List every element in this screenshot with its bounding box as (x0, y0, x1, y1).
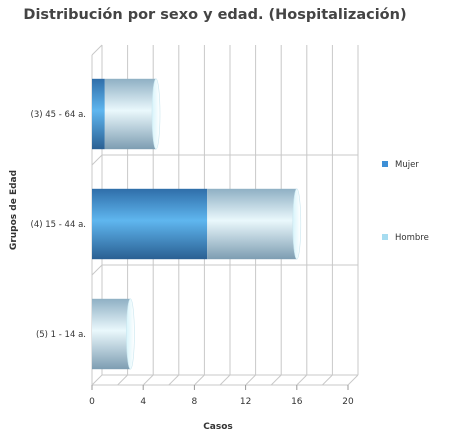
bar-mujer (92, 188, 208, 260)
bar-hombre (207, 188, 297, 260)
left-wall-top (91, 44, 103, 56)
x-tick-label: 12 (240, 397, 251, 407)
bars (92, 78, 302, 370)
x-floor-line (296, 374, 308, 386)
x-floor-line (245, 374, 256, 386)
x-tick-label: 16 (291, 397, 303, 407)
legend-label: Mujer (395, 160, 419, 170)
category-label: (4) 15 - 44 a. (31, 220, 86, 230)
x-tick-label: 4 (140, 397, 146, 407)
category-label: (5) 1 - 14 a. (36, 330, 86, 340)
x-floor-line (142, 374, 154, 386)
x-floor-minor-line (219, 374, 231, 386)
x-tick-label: 20 (342, 397, 354, 407)
bar-end-cap (126, 298, 135, 370)
category-label: (3) 45 - 64 a. (31, 110, 86, 120)
x-floor-line (347, 374, 359, 386)
x-floor-minor-line (117, 374, 128, 386)
bar-end-cap (151, 78, 161, 150)
x-tick-label: 0 (89, 397, 95, 407)
x-floor-minor-line (322, 374, 333, 386)
legend-swatch (382, 234, 388, 240)
x-axis-title: Casos (203, 422, 233, 432)
chart-title: Distribución por sexo y edad. (Hospitali… (23, 7, 406, 23)
legend-swatch (382, 161, 388, 167)
x-floor-line (194, 374, 205, 386)
y-axis-title: Grupos de Edad (9, 170, 19, 250)
x-tick-label: 8 (192, 397, 198, 407)
axes: 0 4 8 12 16 20 (3) 45 - 64 a. (4) 15 - 44 a. (5)… (31, 110, 354, 407)
bar-end-cap (292, 188, 302, 260)
legend: Mujer Hombre (382, 160, 429, 243)
x-floor-line (91, 374, 103, 386)
bar-hombre (92, 298, 131, 370)
y-wall-line (91, 154, 103, 166)
bar-hombre (104, 78, 156, 150)
legend-label: Hombre (395, 233, 429, 243)
x-floor-minor-line (168, 374, 180, 386)
bar-mujer (92, 78, 105, 150)
x-floor-minor-line (270, 374, 282, 386)
y-wall-line (91, 264, 103, 276)
